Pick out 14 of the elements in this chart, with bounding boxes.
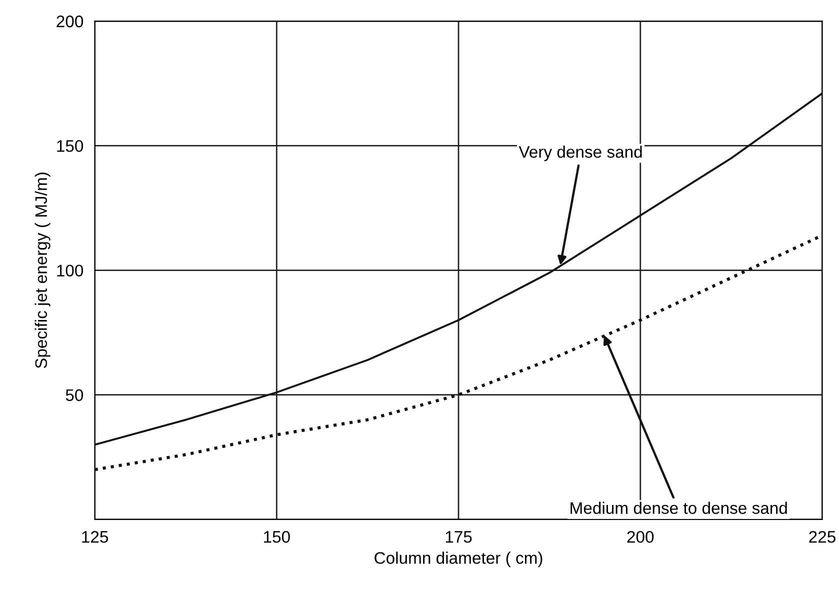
annotation: Very dense sand — [518, 146, 642, 162]
y-tick-label: 50 — [66, 389, 84, 402]
y-tick-label: 200 — [56, 16, 84, 28]
x-axis-title: Column diameter ( cm) — [374, 552, 542, 568]
y-axis-title: Specific jet energy ( MJ/m) — [34, 172, 50, 368]
x-tick-label: 125 — [82, 530, 108, 543]
x-tick-label: 225 — [809, 530, 836, 543]
y-tick-label: 100 — [57, 264, 84, 276]
annotation: Medium dense to dense sand — [570, 502, 787, 514]
x-tick-label: 175 — [446, 531, 472, 543]
x-tick-label: 200 — [627, 530, 654, 543]
line-series — [94, 92, 822, 446]
x-tick-label: 150 — [264, 530, 290, 543]
y-tick-label: 150 — [57, 140, 84, 152]
